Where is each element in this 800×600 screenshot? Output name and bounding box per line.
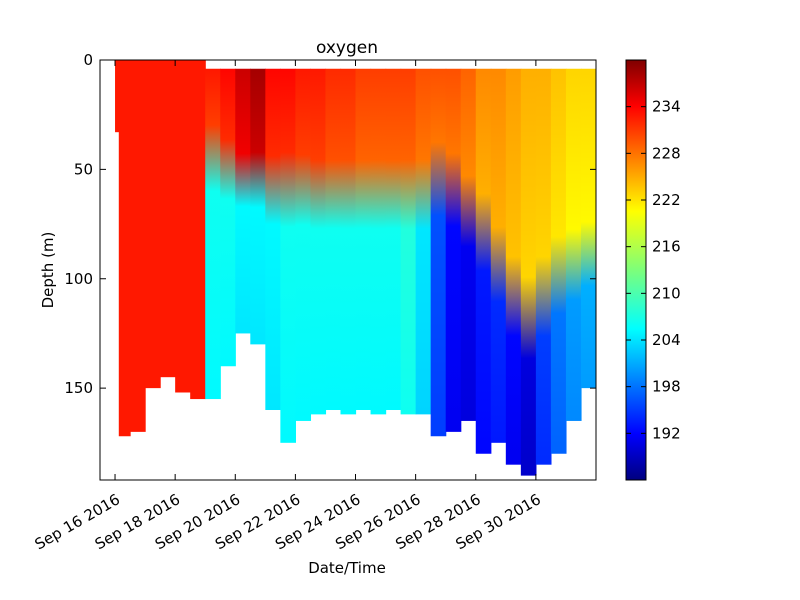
colorbar-tick-label: 216: [652, 238, 681, 256]
oxygen-profile: [340, 68, 357, 415]
oxygen-profile: [475, 68, 492, 454]
y-tick-label: 150: [64, 379, 93, 397]
colorbar-tick-label: 228: [652, 144, 681, 162]
colorbar-tick-label: 234: [652, 98, 681, 116]
oxygen-profile: [430, 68, 447, 437]
colorbar-tick-label: 198: [652, 378, 681, 396]
y-axis: 0 50 100 150: [64, 51, 596, 397]
oxygen-profile: [445, 68, 462, 432]
oxygen-profile: [205, 68, 221, 400]
oxygen-profile: [580, 68, 596, 389]
oxygen-profiles: [115, 60, 596, 476]
oxygen-profile: [460, 68, 477, 421]
oxygen-profile: [310, 68, 327, 415]
oxygen-profile: [250, 68, 266, 345]
oxygen-profile: [118, 60, 131, 437]
oxygen-profile: [565, 68, 582, 421]
oxygen-profile: [385, 68, 402, 410]
oxygen-profile: [220, 68, 236, 367]
oxygen-profile: [130, 60, 146, 432]
oxygen-profile: [415, 68, 432, 415]
oxygen-profile: [280, 68, 296, 443]
oxygen-profile: [400, 68, 417, 415]
oxygen-profile: [145, 60, 161, 389]
oxygen-profile: [550, 68, 567, 454]
oxygen-profile: [325, 68, 342, 410]
x-axis-label: Date/Time: [308, 559, 386, 577]
oxygen-profile: [370, 68, 387, 415]
colorbar-tick-label: 192: [652, 424, 681, 442]
colorbar-tick-label: 222: [652, 191, 681, 209]
oxygen-profile: [490, 68, 507, 443]
oxygen-profile: [295, 68, 312, 421]
oxygen-profile: [355, 68, 372, 410]
oxygen-profile: [115, 60, 120, 133]
chart-title: oxygen: [316, 38, 378, 58]
oxygen-profile: [235, 68, 251, 334]
oxygen-profile: [160, 60, 176, 378]
colorbar: [625, 59, 647, 481]
colorbar-axis: 192 198 204 210 216 222 228 234: [626, 98, 681, 442]
y-tick-label: 50: [74, 160, 93, 178]
y-tick-label: 0: [83, 51, 93, 69]
oxygen-profile: [190, 60, 206, 400]
colorbar-tick-label: 210: [652, 284, 681, 302]
oxygen-profile: [535, 68, 552, 465]
colorbar-tick-label: 204: [652, 331, 681, 349]
y-tick-label: 100: [64, 270, 93, 288]
oxygen-profile: [265, 68, 281, 410]
y-axis-label: Depth (m): [39, 232, 57, 309]
oxygen-profile: [520, 68, 537, 476]
plot-frame: [99, 59, 597, 481]
oxygen-profile: [505, 68, 522, 465]
oxygen-profile: [175, 60, 191, 393]
